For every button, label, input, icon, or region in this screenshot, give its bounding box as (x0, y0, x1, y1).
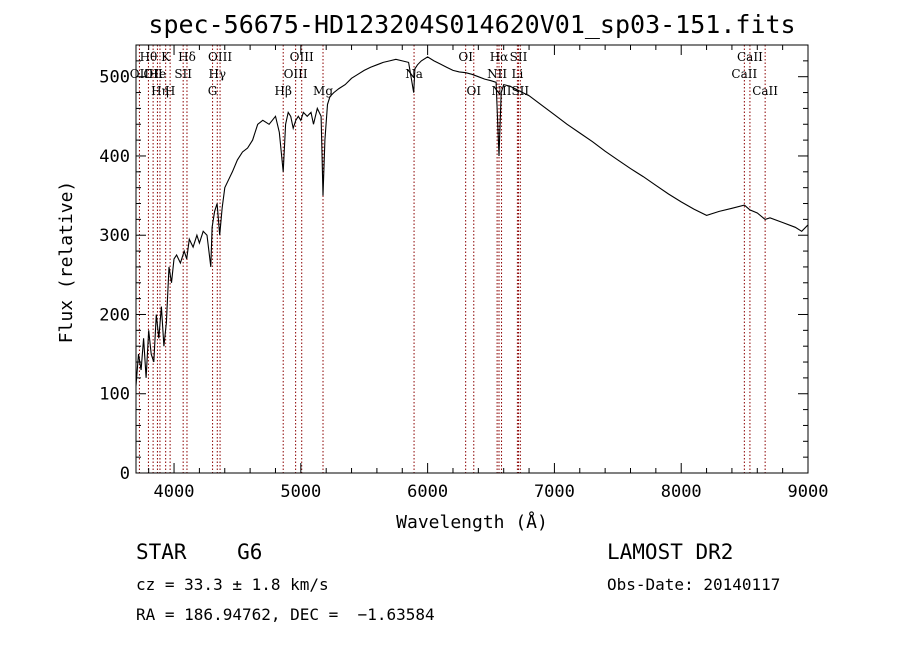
line-marker-label: OII (143, 67, 163, 81)
x-tick-label: 7000 (534, 482, 575, 502)
line-marker-labels: OIIHθOIIHeHηKHSIIHδGHγOIIIHβOIIIOIIIMgNa… (130, 50, 779, 98)
x-tick-label: 5000 (280, 482, 321, 502)
line-markers (138, 45, 766, 473)
coordinates-info: RA = 186.94762, DEC = −1.63584 (136, 605, 435, 624)
line-marker-label: OI (466, 84, 481, 98)
y-axis-ticks: 0 100 200 300 400 500 (99, 60, 808, 484)
line-marker-label: Hθ (140, 50, 158, 64)
line-marker-label: CaII (752, 84, 778, 98)
line-marker-label: Hβ (275, 84, 292, 98)
y-tick-label: 0 (120, 464, 130, 484)
x-axis-label: Wavelength (Å) (396, 511, 548, 533)
line-marker-label: SII (510, 50, 528, 64)
object-class: STAR G6 (136, 540, 262, 564)
line-marker-label: H (165, 84, 175, 98)
line-marker-label: OII (130, 67, 150, 81)
x-axis-ticks: 4000 5000 6000 7000 8000 9000 (148, 45, 829, 502)
line-marker-label: Hα (490, 50, 509, 64)
line-marker-label: OIII (284, 67, 308, 81)
y-tick-label: 300 (99, 226, 130, 246)
chart-title: spec-56675-HD123204S014620V01_sp03-151.f… (148, 10, 795, 39)
line-marker-label: Mg (313, 84, 333, 98)
line-marker-label: OIII (208, 50, 232, 64)
y-axis-label: Flux (relative) (56, 181, 77, 344)
observation-date: Obs-Date: 20140117 (607, 575, 780, 594)
redshift-info: cz = 33.3 ± 1.8 km/s (136, 575, 329, 594)
line-marker-label: Hγ (208, 67, 226, 81)
line-marker-label: CaII (731, 67, 757, 81)
x-tick-label: 9000 (788, 482, 829, 502)
line-marker-label: OIII (290, 50, 314, 64)
line-marker-label: CaII (737, 50, 763, 64)
x-tick-label: 4000 (154, 482, 195, 502)
y-tick-label: 400 (99, 147, 130, 167)
line-marker-label: Li (511, 67, 523, 81)
y-tick-label: 100 (99, 385, 130, 405)
line-marker-label: Hη (151, 84, 169, 98)
y-tick-label: 200 (99, 305, 130, 325)
y-tick-label: 500 (99, 68, 130, 88)
spectrum-line (135, 56, 809, 386)
survey-name: LAMOST DR2 (607, 540, 733, 564)
line-marker-label: OI (458, 50, 473, 64)
line-marker-label: He (149, 67, 167, 81)
line-marker-label: G (208, 84, 218, 98)
line-marker-label: SII (174, 67, 192, 81)
line-marker-label: K (161, 50, 171, 64)
x-tick-label: 8000 (661, 482, 702, 502)
plot-frame (135, 44, 809, 474)
line-marker-label: Hδ (178, 50, 196, 64)
x-tick-label: 6000 (407, 482, 448, 502)
line-marker-label: NII (487, 67, 507, 81)
